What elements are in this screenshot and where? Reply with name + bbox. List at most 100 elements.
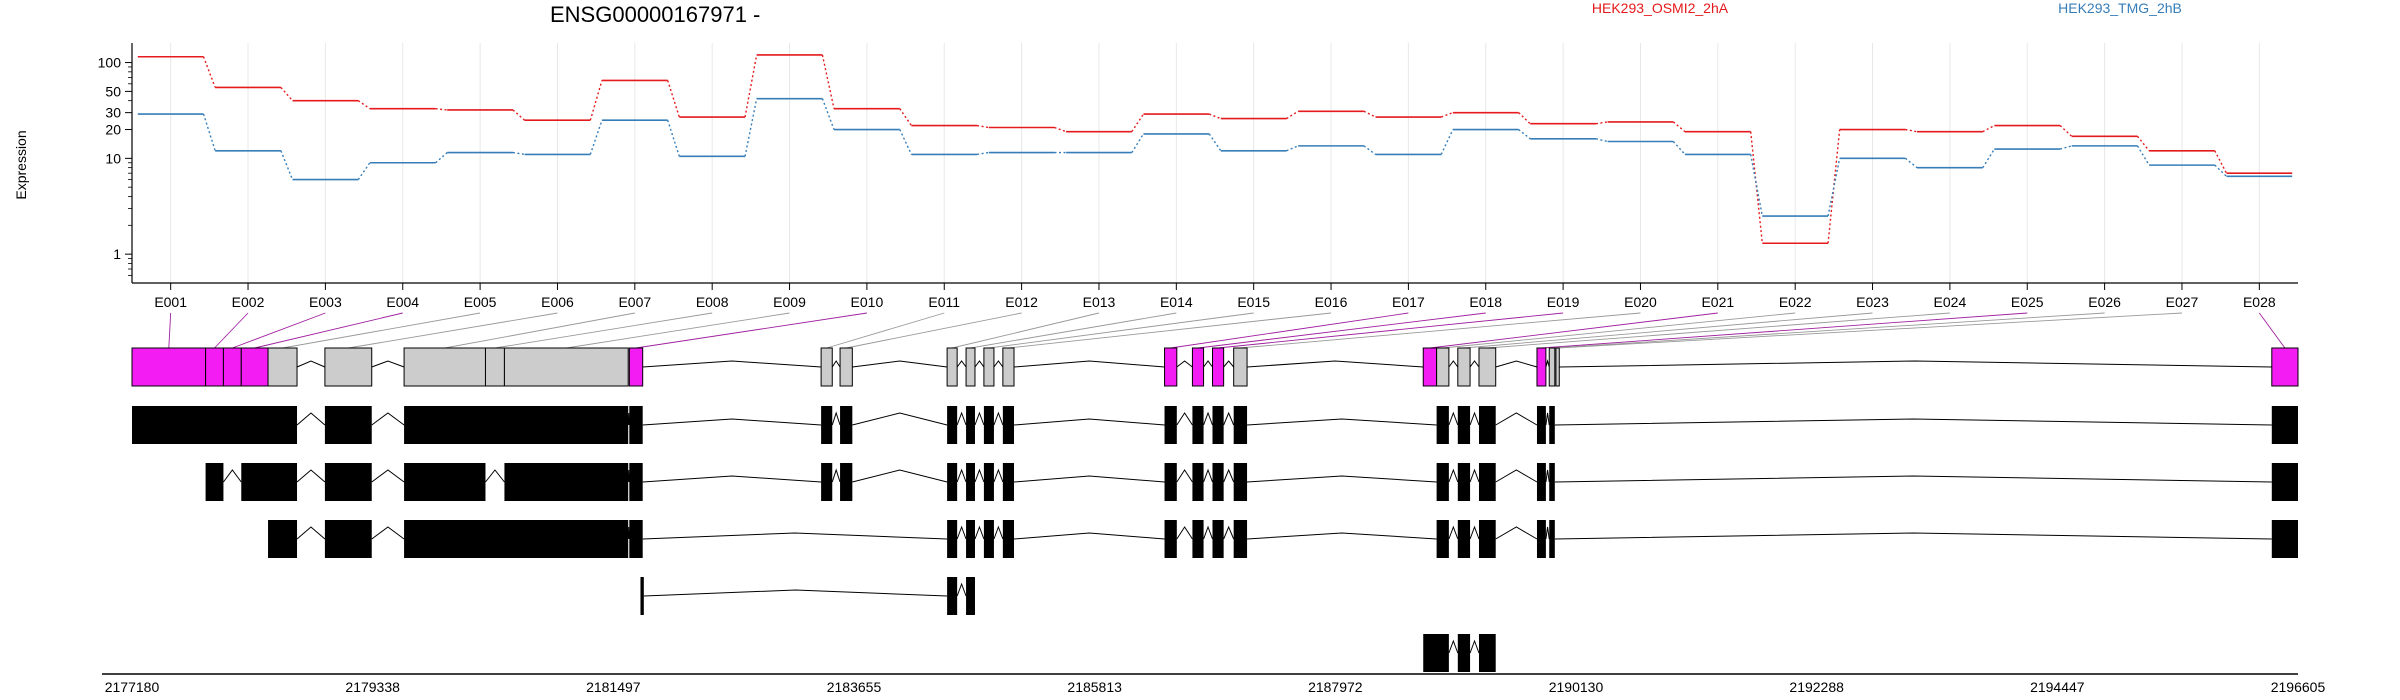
series-connector [1672, 141, 1686, 155]
exon-block [839, 347, 853, 387]
transcript-exon [241, 463, 298, 501]
series-connector [1595, 138, 1608, 143]
exon-connector [988, 312, 1254, 349]
transcript-exon [983, 463, 994, 501]
x-tick-label: E002 [232, 294, 265, 310]
x-tick-label: E016 [1315, 294, 1348, 310]
series-connector [1131, 133, 1145, 153]
exon-connector [168, 312, 172, 349]
x-tick-label: E022 [1779, 294, 1812, 310]
intron-line [1013, 475, 1165, 483]
intron-line [296, 526, 326, 540]
transcript-exon [840, 406, 853, 444]
transcript-exon [404, 406, 629, 444]
transcript-exon [1478, 634, 1496, 672]
transcript-row [205, 463, 2298, 501]
genome-tick-label: 2190130 [1549, 679, 1604, 695]
exon-connector [1197, 312, 1486, 349]
intron-line [627, 412, 630, 426]
intron-line [956, 468, 967, 483]
exon-block [1478, 347, 1497, 387]
series-connector [1904, 157, 1918, 169]
intron-line [1247, 532, 1437, 540]
genome-tick-label: 2185813 [1067, 679, 1122, 695]
transcript-exon [1164, 463, 1177, 501]
transcript-exon [404, 463, 486, 501]
intron-line [1223, 360, 1235, 368]
exon-block [1422, 347, 1438, 387]
series-connector [744, 54, 758, 118]
transcript-exon [1536, 520, 1546, 558]
exon-connector [1557, 312, 2182, 349]
intron-line [1495, 412, 1538, 426]
genome-tick-label: 2183655 [827, 679, 882, 695]
transcript-exon [983, 406, 994, 444]
intron-line [1448, 525, 1459, 540]
intron-line [956, 582, 967, 597]
transcript-exon [1436, 520, 1449, 558]
exon-connector [970, 312, 1177, 349]
series-connector [667, 80, 680, 118]
intron-line [371, 412, 405, 426]
series-connector [1982, 124, 1995, 133]
series-connector [2136, 135, 2150, 152]
transcript-exon [1423, 634, 1449, 672]
series-connector [202, 56, 216, 88]
intron-line [1176, 469, 1193, 483]
expression-series [137, 54, 2293, 245]
gene-model [131, 347, 2299, 387]
intron-line [1559, 360, 2272, 368]
series-connector [1518, 128, 1531, 140]
transcript-exon [947, 520, 958, 558]
intron-line [296, 412, 326, 426]
transcript-exon [1002, 463, 1015, 501]
intron-line [1247, 418, 1437, 426]
exon-block [1191, 347, 1205, 387]
intron-line [831, 360, 841, 368]
exon-connector [348, 312, 558, 349]
exon-connectors [168, 312, 2286, 349]
transcript-exon [1549, 520, 1555, 558]
intron-line [1013, 532, 1165, 540]
series-connector [1905, 128, 1918, 133]
series-b [137, 97, 2293, 217]
series-connector [899, 108, 912, 126]
intron-line [993, 360, 1004, 368]
transcript-exon [629, 520, 643, 558]
transcript-exon [1164, 406, 1177, 444]
x-tick-label: E017 [1392, 294, 1425, 310]
intron-line [1469, 525, 1480, 540]
intron-line [993, 411, 1004, 426]
intron-line [1176, 360, 1193, 368]
intron-line [1448, 411, 1459, 426]
intron-line [1223, 525, 1235, 540]
x-tick-label: E025 [2011, 294, 2044, 310]
transcript-exon [1457, 520, 1471, 558]
x-tick-label: E013 [1083, 294, 1116, 310]
transcript-exon [840, 463, 853, 501]
intron-line [1545, 526, 1550, 540]
y-tick-label: 30 [105, 105, 121, 121]
exon-connector [214, 312, 249, 349]
x-tick-label: E004 [386, 294, 419, 310]
transcript-exon [1212, 520, 1224, 558]
transcript-exon [324, 406, 372, 444]
legend: HEK293_OSMI2_2hA HEK293_TMG_2hB [1592, 0, 2182, 16]
intron-line [642, 360, 822, 368]
transcript-exon [983, 520, 994, 558]
transcript-exon [947, 406, 958, 444]
y-tick-label: 50 [105, 83, 121, 99]
series-connector [821, 54, 835, 109]
series-connector [1363, 110, 1376, 118]
chart-title: ENSG00000167971 - [550, 2, 760, 27]
transcript-exon [404, 520, 629, 558]
intron-line [296, 360, 326, 368]
series-connector [977, 151, 989, 156]
exon-block [267, 347, 298, 387]
intron-line [1176, 412, 1193, 426]
transcript-exon [966, 463, 975, 501]
intron-line [1554, 475, 2272, 483]
exon-block [403, 347, 486, 387]
transcript-exon [1192, 520, 1204, 558]
